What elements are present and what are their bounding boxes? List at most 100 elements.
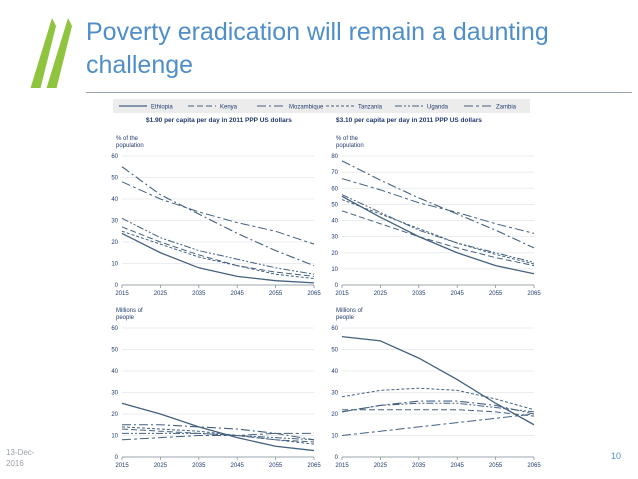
series-line-uganda	[121, 217, 315, 275]
y-tick-label: 30	[331, 391, 338, 397]
series-line-tanzania	[341, 199, 535, 265]
chart-percent-310: % of the population 0 10 20 30 40 50 60 70 80 2015 2…	[331, 136, 541, 297]
y-tick-label: 10	[111, 262, 118, 268]
y-tick-label: 0	[335, 455, 339, 461]
x-tick-label: 2015	[115, 463, 129, 469]
x-tick-label: 2065	[307, 291, 321, 297]
series-line-tanzania	[341, 387, 535, 411]
left-panel-title: $1.90 per capita per day in 2011 PPP US …	[146, 117, 292, 124]
y-tick-label: 60	[111, 154, 118, 160]
y-tick-label: 30	[331, 235, 338, 241]
series-line-kenya	[342, 409, 535, 417]
legend-label-kenya: Kenya	[220, 105, 238, 111]
y-axis-label: % of the population	[116, 136, 144, 149]
series-line-uganda	[341, 194, 535, 263]
x-tick-label: 2055	[269, 463, 283, 469]
x-tick-label: 2035	[412, 291, 426, 297]
x-tick-label: 2045	[451, 291, 465, 297]
title-divider	[86, 92, 632, 93]
chart-percent-190: % of the population 0 10 20 30 40 50 60 2015 2025 2…	[111, 136, 321, 297]
x-tick-label: 2025	[154, 463, 168, 469]
y-tick-label: 0	[115, 455, 119, 461]
y-tick-label: 40	[111, 197, 118, 203]
x-tick-label: 2045	[231, 463, 245, 469]
x-tick-label: 2045	[231, 291, 245, 297]
y-tick-label: 40	[111, 369, 118, 375]
series-line-kenya	[121, 226, 315, 277]
logo-stroke-2	[46, 18, 73, 88]
y-tick-label: 0	[115, 283, 119, 289]
x-tick-label: 2025	[374, 291, 388, 297]
series-line-mozambique	[341, 400, 535, 415]
series-line-mozambique	[122, 424, 315, 441]
y-tick-label: 10	[331, 267, 338, 273]
y-tick-label: 60	[331, 186, 338, 192]
series-line-ethiopia	[341, 195, 535, 275]
right-panel-title: $3.10 per capita per day in 2011 PPP US …	[336, 117, 482, 124]
x-tick-label: 2065	[527, 291, 541, 297]
x-tick-label: 2035	[412, 463, 426, 469]
slide-date: 13-Dec-2016	[6, 448, 35, 468]
series-line-zambia	[341, 413, 535, 436]
legend-label-ethiopia: Ethiopia	[151, 105, 173, 111]
x-tick-label: 2025	[374, 463, 388, 469]
y-tick-label: 20	[331, 412, 338, 418]
slide-title: Poverty eradication will remain a daunti…	[86, 18, 549, 79]
x-tick-label: 2065	[307, 463, 321, 469]
series-line-mozambique	[121, 166, 315, 267]
x-tick-label: 2015	[335, 291, 349, 297]
y-tick-label: 80	[331, 154, 338, 160]
y-tick-label: 50	[111, 348, 118, 354]
y-tick-label: 0	[335, 283, 339, 289]
x-tick-label: 2025	[154, 291, 168, 297]
y-axis-label: Millions of people	[116, 308, 143, 321]
legend-label-mozambique: Mozambique	[289, 105, 324, 111]
x-tick-label: 2065	[527, 463, 541, 469]
x-tick-label: 2035	[192, 291, 206, 297]
series-line-mozambique	[341, 160, 535, 249]
x-tick-label: 2055	[269, 291, 283, 297]
chart-legend: Ethiopia Kenya Mozambique Tanzania Uganda Zam…	[113, 99, 530, 113]
x-tick-label: 2055	[489, 291, 503, 297]
x-tick-label: 2055	[489, 463, 503, 469]
y-axis-label: % of the population	[336, 136, 364, 149]
y-tick-label: 10	[331, 434, 338, 440]
series-line-ethiopia	[121, 232, 315, 284]
chart-millions-310: Millions of people 0 10 20 30 40 50 60 2015 2025 20…	[331, 308, 541, 469]
y-tick-label: 30	[111, 219, 118, 225]
series-line-zambia	[121, 181, 315, 245]
y-tick-label: 20	[331, 251, 338, 257]
y-tick-label: 60	[111, 326, 118, 332]
x-tick-label: 2015	[115, 291, 129, 297]
y-tick-label: 40	[331, 219, 338, 225]
y-axis-label: Millions of people	[336, 308, 363, 321]
series-line-kenya	[121, 428, 315, 443]
series-line-zambia	[341, 178, 535, 234]
brand-logo	[30, 18, 73, 88]
legend-label-uganda: Uganda	[427, 105, 449, 111]
legend-label-tanzania: Tanzania	[358, 105, 383, 111]
y-tick-label: 20	[111, 412, 118, 418]
page-number: 10	[611, 451, 622, 461]
y-tick-label: 50	[111, 176, 118, 182]
x-tick-label: 2045	[451, 463, 465, 469]
series-line-zambia	[121, 432, 314, 441]
series-line-tanzania	[121, 426, 315, 445]
y-tick-label: 40	[331, 369, 338, 375]
series-line-uganda	[122, 432, 315, 441]
logo-stroke-1	[30, 18, 57, 88]
y-tick-label: 50	[331, 202, 338, 208]
y-tick-label: 60	[331, 326, 338, 332]
y-tick-label: 50	[331, 348, 338, 354]
series-line-tanzania	[121, 230, 315, 280]
y-tick-label: 20	[111, 240, 118, 246]
series-line-ethiopia	[121, 402, 315, 452]
chart-millions-190: Millions of people 0 10 20 30 40 50 60 2015 2025 20…	[111, 308, 321, 469]
series-line-kenya	[341, 210, 535, 267]
y-tick-label: 70	[331, 170, 338, 176]
legend-label-zambia: Zambia	[496, 105, 517, 111]
x-tick-label: 2015	[335, 463, 349, 469]
x-tick-label: 2035	[192, 463, 206, 469]
y-tick-label: 10	[111, 434, 118, 440]
y-tick-label: 30	[111, 391, 118, 397]
